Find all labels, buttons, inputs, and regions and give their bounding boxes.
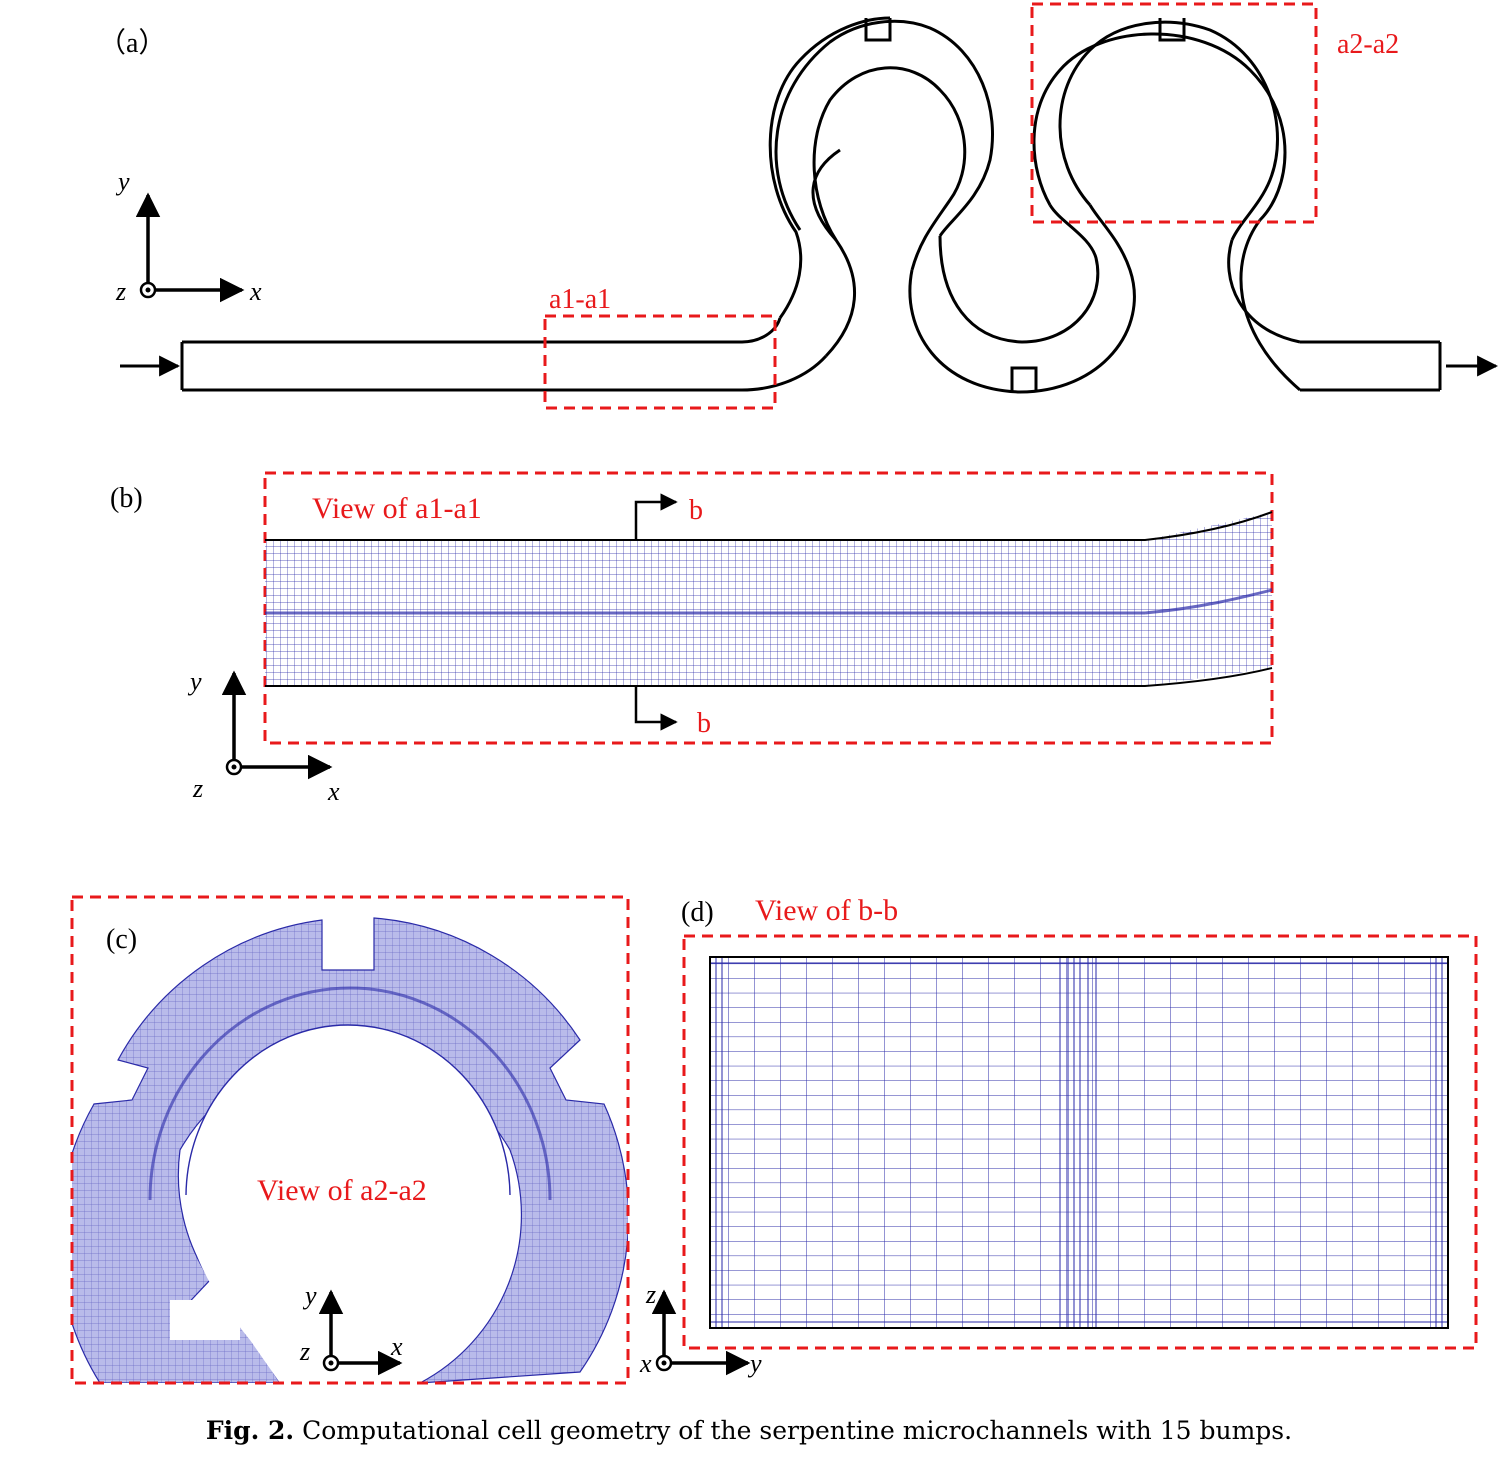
c-y-axis-label: y: [302, 1281, 317, 1310]
b-x-axis-label: x: [327, 777, 340, 806]
section-marker-bottom: b: [634, 686, 711, 739]
view-bb-title: View of b-b: [755, 894, 898, 927]
serpentine-channel: [768, 16, 1301, 394]
d-y-axis-label: y: [747, 1349, 762, 1378]
panel-d-label: (d): [681, 897, 714, 928]
figure-canvas: （a） y x z: [70, 2, 1498, 1385]
mesh-bend-section: [1145, 512, 1272, 686]
mesh-ring: [72, 917, 628, 1383]
section-label-bottom: b: [697, 708, 711, 739]
mesh-cross-section: [710, 957, 1448, 1328]
panel-d: (d) View of b-b z x y: [639, 894, 1478, 1378]
straight-inlet-channel: [180, 317, 828, 392]
panel-c: (c) View of a2-a2 y x z: [70, 895, 630, 1385]
d-z-axis-label: z: [645, 1280, 656, 1309]
caption-text: Computational cell geometry of the serpe…: [302, 1416, 1293, 1445]
panel-a-axes: y x z: [115, 167, 262, 306]
panel-b-axes: y x z: [187, 667, 340, 806]
panel-b-label: (b): [110, 483, 143, 514]
mesh-dense-center: [710, 957, 1448, 1328]
region-a1-box: [543, 314, 777, 410]
panel-d-frame: [682, 934, 1478, 1350]
view-a2-title: View of a2-a2: [257, 1174, 427, 1207]
panel-a: （a） y x z: [98, 2, 1498, 410]
x-axis-label: x: [249, 277, 262, 306]
c-x-axis-label: x: [390, 1332, 403, 1361]
panel-c-axes: y x z: [299, 1281, 403, 1376]
view-a1-title: View of a1-a1: [312, 492, 482, 525]
panel-d-axes: z x y: [639, 1280, 762, 1378]
panel-b: (b) View of a1-a1 b b y x z: [110, 471, 1274, 806]
panel-a-label: （a）: [98, 27, 166, 59]
section-marker-top: b: [634, 493, 703, 540]
panel-c-frame: [70, 895, 630, 1385]
region-a2-label: a2-a2: [1337, 29, 1399, 60]
b-z-axis-label: z: [192, 774, 203, 803]
b-y-axis-label: y: [187, 667, 202, 696]
y-axis-label: y: [115, 167, 130, 196]
straight-outlet-channel: [1300, 340, 1442, 392]
figure-caption: Fig. 2. Computational cell geometry of th…: [0, 1416, 1498, 1445]
section-label-top: b: [689, 495, 703, 526]
d-x-axis-label: x: [639, 1349, 652, 1378]
panel-c-label: (c): [106, 924, 137, 955]
region-a1-label: a1-a1: [549, 284, 611, 315]
z-axis-label: z: [115, 277, 126, 306]
caption-fig-number: Fig. 2.: [205, 1416, 295, 1445]
c-z-axis-label: z: [299, 1337, 310, 1366]
